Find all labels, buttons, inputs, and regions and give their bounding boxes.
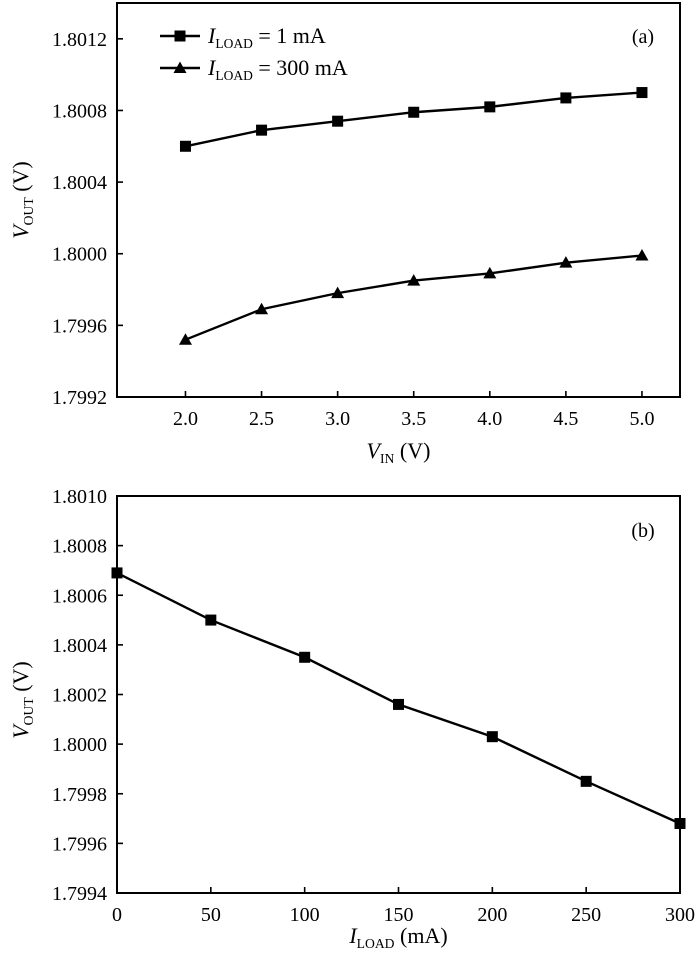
- x-axis-label: ILOAD (mA): [348, 923, 447, 951]
- data-point: [178, 333, 192, 345]
- y-axis-label-symbol: V: [8, 223, 33, 239]
- data-point: [635, 249, 649, 261]
- y-axis-label: VOUT (V): [8, 161, 36, 239]
- data-point: [332, 115, 344, 127]
- x-axis-label-unit: (mA): [395, 923, 448, 948]
- y-tick-label: 1.7994: [52, 883, 107, 905]
- legend-text: = 1 mA: [253, 23, 326, 48]
- y-tick-label: 1.7998: [52, 784, 107, 806]
- data-point: [407, 274, 421, 286]
- x-axis-label-unit: (V): [394, 438, 430, 463]
- data-point: [484, 101, 496, 113]
- data-point: [299, 651, 311, 663]
- y-tick-label: 1.8000: [52, 244, 107, 266]
- x-axis-label-subscript: IN: [380, 451, 395, 466]
- panel-label: (a): [632, 26, 654, 48]
- legend-symbol: I: [207, 23, 217, 48]
- data-point: [486, 731, 498, 743]
- y-tick-label: 1.8000: [52, 734, 107, 756]
- y-axis-label-symbol: V: [8, 723, 33, 739]
- x-axis-label-symbol: I: [348, 923, 358, 948]
- y-axis-label-subscript: OUT: [21, 697, 36, 726]
- legend-label: ILOAD = 1 mA: [207, 23, 326, 51]
- x-tick-label: 3.0: [325, 408, 350, 430]
- data-point: [560, 92, 572, 104]
- legend-subscript: LOAD: [215, 68, 253, 83]
- plot-frame: [116, 495, 681, 894]
- data-point: [179, 140, 191, 152]
- legend-label: ILOAD = 300 mA: [207, 55, 348, 83]
- series-0: [179, 87, 648, 152]
- data-point: [674, 818, 686, 830]
- x-tick-label: 200: [477, 904, 507, 926]
- legend-text: = 300 mA: [253, 55, 348, 80]
- x-axis-label-subscript: LOAD: [357, 936, 395, 951]
- plot-frame: [116, 2, 681, 398]
- x-tick-label: 150: [384, 904, 414, 926]
- x-tick-label: 4.0: [477, 408, 502, 430]
- y-tick-label: 1.8010: [52, 486, 107, 508]
- y-axis-label-unit: (V): [8, 661, 33, 697]
- y-tick-label: 1.8008: [52, 100, 107, 122]
- x-axis-label: VIN (V): [367, 438, 431, 466]
- data-point: [331, 286, 345, 299]
- y-tick-label: 1.8004: [52, 172, 107, 194]
- x-tick-label: 2.5: [249, 408, 274, 430]
- x-axis-label-symbol: V: [367, 438, 383, 463]
- legend-marker: [174, 30, 186, 42]
- data-point: [111, 567, 123, 579]
- y-axis-label-unit: (V): [8, 161, 33, 197]
- data-point: [408, 106, 420, 118]
- x-tick-label: 250: [571, 904, 601, 926]
- panel-b: 0 50 100 150 200 250 300 1.7994 1.7996 1.7998 1.80…: [8, 486, 695, 951]
- data-point: [580, 775, 592, 787]
- x-tick-label: 0: [112, 904, 122, 926]
- x-tick-label: 3.5: [401, 408, 426, 430]
- data-point: [205, 614, 217, 626]
- y-axis-label-subscript: OUT: [21, 197, 36, 226]
- legend-subscript: LOAD: [215, 36, 253, 51]
- y-tick-label: 1.7996: [52, 315, 107, 337]
- series-line: [185, 254, 643, 341]
- data-point: [559, 256, 573, 268]
- series-line: [185, 91, 643, 148]
- panel-label: (b): [631, 520, 654, 542]
- data-point: [256, 124, 268, 136]
- data-point: [483, 266, 497, 279]
- data-point: [636, 87, 648, 99]
- y-tick-label: 1.8002: [52, 685, 107, 707]
- y-tick-label: 1.7992: [52, 387, 107, 409]
- x-tick-label: 300: [665, 904, 695, 926]
- panel-a: 2.0 2.5 3.0 3.5 4.0 4.5 5.0 1.7992 1.7996 1.8000 1…: [8, 2, 681, 466]
- legend-symbol: I: [207, 55, 217, 80]
- y-axis-label: VOUT (V): [8, 661, 36, 739]
- x-tick-label: 5.0: [629, 408, 654, 430]
- x-tick-label: 100: [290, 904, 320, 926]
- x-tick-label: 2.0: [173, 408, 198, 430]
- y-tick-label: 1.8012: [52, 29, 107, 51]
- y-tick-label: 1.8008: [52, 536, 107, 558]
- y-tick-label: 1.8004: [52, 635, 107, 657]
- y-tick-label: 1.7996: [52, 833, 107, 855]
- legend-entry: ILOAD = 300 mA: [160, 55, 348, 83]
- series-0: [111, 567, 686, 830]
- series-line: [116, 571, 681, 825]
- x-tick-label: 50: [201, 904, 221, 926]
- legend-marker: [173, 61, 187, 73]
- series-1: [178, 249, 649, 345]
- data-point: [255, 302, 269, 315]
- legend-entry: ILOAD = 1 mA: [160, 23, 326, 51]
- x-tick-label: 4.5: [553, 408, 578, 430]
- y-tick-label: 1.8006: [52, 585, 107, 607]
- data-point: [393, 698, 404, 710]
